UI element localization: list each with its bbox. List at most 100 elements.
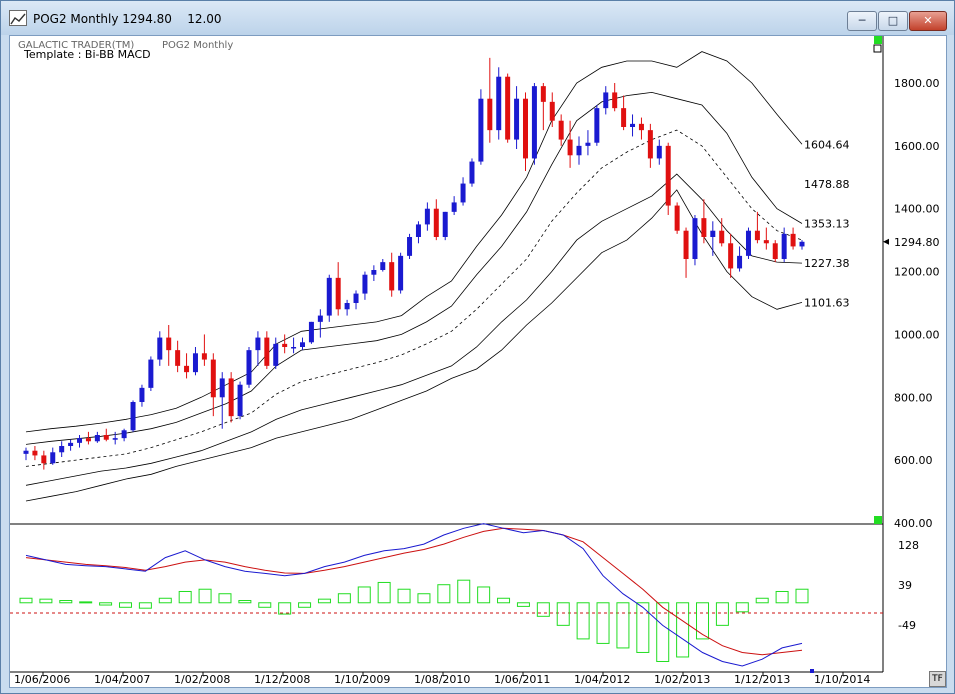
- candle: [469, 158, 475, 187]
- candle-body: [112, 438, 118, 440]
- candle-body: [442, 211, 448, 237]
- candle: [273, 337, 279, 369]
- candle-body: [228, 378, 234, 417]
- candle-body: [505, 76, 511, 140]
- candle-body: [603, 92, 609, 109]
- candle: [335, 262, 341, 316]
- candle-body: [567, 139, 573, 156]
- macd-histogram: [19, 579, 809, 662]
- candle: [737, 246, 743, 272]
- candle-body: [710, 230, 716, 237]
- candle: [594, 105, 600, 146]
- candle: [344, 299, 350, 316]
- pane-marker-bottom[interactable]: [874, 516, 882, 524]
- candle-body: [745, 230, 751, 256]
- candle-body: [478, 98, 484, 162]
- price-tick-label: 1400.00: [894, 203, 940, 216]
- price-tick-label: 400.00: [894, 517, 933, 530]
- macd-axis: 128 39 -49: [898, 539, 919, 632]
- candle: [424, 202, 430, 231]
- band-outer-upper: [25, 51, 803, 433]
- maximize-icon: □: [887, 14, 899, 27]
- maximize-button[interactable]: □: [878, 11, 908, 31]
- candle-body: [585, 142, 591, 146]
- band-label: 1478.88: [804, 178, 850, 191]
- signal-line: [25, 527, 803, 656]
- macd-lines: [25, 523, 803, 667]
- candle-body: [85, 438, 91, 442]
- candle-body: [612, 92, 618, 109]
- candle-body: [50, 452, 56, 464]
- candle-body: [41, 455, 47, 464]
- candle: [112, 431, 118, 445]
- time-tick-label: 1/10/2014: [814, 673, 870, 686]
- candle: [264, 331, 270, 369]
- symbol-label: POG2 Monthly: [162, 40, 233, 51]
- minimize-button[interactable]: ─: [847, 11, 877, 31]
- candle: [41, 450, 47, 470]
- candle: [210, 353, 216, 417]
- candle: [683, 227, 689, 278]
- macd-line: [25, 523, 803, 667]
- candle-body: [674, 205, 680, 231]
- candle: [201, 334, 207, 366]
- candle: [23, 447, 29, 461]
- scale-toggle-icon[interactable]: [873, 44, 882, 53]
- histogram-bar: [198, 588, 212, 604]
- candle-body: [701, 218, 707, 237]
- histogram-bar: [516, 602, 530, 607]
- candle-body: [68, 442, 74, 446]
- histogram-bar: [576, 602, 590, 640]
- close-button[interactable]: ✕: [909, 11, 947, 31]
- candle-body: [487, 98, 493, 131]
- candle: [362, 271, 368, 300]
- candle: [32, 446, 38, 461]
- histogram-bar: [497, 597, 511, 604]
- chart-app-icon: [9, 10, 27, 26]
- candle-body: [255, 337, 261, 351]
- candle-body: [210, 359, 216, 398]
- candle-body: [77, 438, 83, 443]
- candle-body: [335, 277, 341, 310]
- price-tick-label: 1000.00: [894, 328, 940, 341]
- candle-body: [772, 243, 778, 259]
- tf-button[interactable]: TF: [929, 671, 946, 687]
- candle: [166, 325, 172, 366]
- candle: [728, 233, 734, 278]
- minimize-icon: ─: [858, 14, 866, 27]
- candle: [68, 439, 74, 451]
- chart-area[interactable]: GALACTIC TRADER(TM) POG2 Monthly Templat…: [9, 35, 947, 688]
- candle: [674, 202, 680, 234]
- candle-body: [166, 337, 172, 351]
- candle: [255, 331, 261, 366]
- histogram-bar: [755, 597, 769, 604]
- candle: [603, 86, 609, 115]
- histogram-bar: [616, 602, 630, 649]
- band-outer-lower: [25, 189, 803, 502]
- price-chart[interactable]: GALACTIC TRADER(TM) POG2 Monthly Templat…: [10, 36, 946, 687]
- histogram-bar: [317, 598, 331, 604]
- candle-body: [23, 450, 29, 454]
- last-price-label: 1294.80: [894, 236, 940, 249]
- time-tick-label: 1/04/2012: [574, 673, 630, 686]
- window-title: POG2 Monthly 1294.80 12.00: [33, 12, 222, 26]
- close-icon: ✕: [923, 14, 933, 27]
- candle: [246, 347, 252, 388]
- candle: [781, 227, 787, 263]
- candle-body: [59, 446, 65, 453]
- candle: [665, 142, 671, 215]
- band-value-labels: 1604.64 1478.88 1353.13 1227.38 1101.63: [804, 138, 850, 309]
- candle: [228, 372, 234, 423]
- histogram-bar: [258, 602, 272, 608]
- candle: [638, 117, 644, 140]
- candle: [692, 215, 698, 266]
- candle-body: [692, 218, 698, 259]
- candle: [121, 428, 127, 442]
- candle-body: [237, 384, 243, 417]
- time-marker: [810, 669, 814, 673]
- candle-body: [175, 350, 181, 366]
- histogram-bar: [357, 586, 371, 604]
- pane-marker-top[interactable]: [874, 36, 882, 44]
- time-tick-label: 1/06/2006: [14, 673, 70, 686]
- title-bar[interactable]: POG2 Monthly 1294.80 12.00 ─ □ ✕: [1, 1, 954, 35]
